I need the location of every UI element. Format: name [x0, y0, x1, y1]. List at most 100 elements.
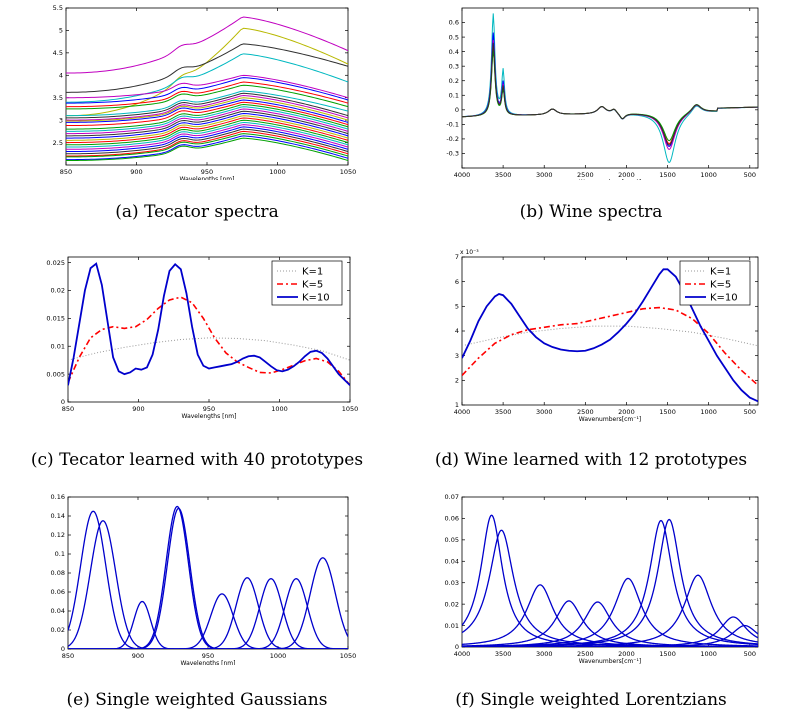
legend: K=1 K=5 K=10 [271, 260, 343, 306]
x-axis-label: Wavenumbers[cm⁻¹] [579, 658, 641, 665]
x-tick-label: 3000 [536, 408, 553, 416]
chart-wine-spectra: 4000 3500 3000 2500 2000 1500 1000 500 -0.3 -0.2 -… [446, 7, 759, 186]
spectrum-line [66, 90, 348, 117]
spectrum-line [66, 27, 348, 117]
x-tick-label: 4000 [454, 408, 471, 416]
x-tick-label: 1500 [659, 650, 676, 658]
spectrum-line [66, 121, 348, 148]
legend-label: K=10 [302, 293, 330, 304]
y-tick-label: 3 [59, 116, 63, 124]
component-curve [68, 578, 348, 649]
spectrum-line [66, 95, 348, 121]
y-tick-label: 0.02 [445, 600, 459, 608]
x-tick-label: 2000 [618, 650, 635, 658]
plot-frame [67, 496, 349, 650]
legend-label: K=5 [302, 280, 323, 291]
y-tick-label: 0.06 [51, 588, 65, 596]
y-tick-label: 0.015 [46, 315, 65, 323]
y-tick-label: 0.12 [51, 531, 65, 539]
spectrum-line [66, 43, 348, 93]
y-tick-label: 7 [455, 253, 459, 261]
y-tick-label: 0 [455, 106, 459, 114]
y-tick-label: 0.04 [51, 607, 65, 615]
y-tick-label: 0.1 [449, 91, 459, 99]
y-tick-label: 0.08 [51, 569, 65, 577]
spectrum-line [66, 112, 348, 139]
y-tick-label: 0 [61, 645, 65, 653]
y-tick-label: 0.07 [445, 493, 459, 501]
series-k10 [68, 262, 350, 386]
y-tick-label: 0.005 [46, 370, 65, 378]
spectrum-line [66, 126, 348, 153]
y-tick-label: 0.03 [445, 579, 459, 587]
spectrum-line [66, 84, 348, 110]
y-tick-label: 0.025 [46, 259, 65, 267]
caption-c: (c) Tecator learned with 40 prototypes [30, 450, 364, 470]
legend: K=1 K=5 K=10 [679, 260, 751, 306]
y-tick-label: 5.5 [53, 4, 63, 12]
legend-label: K=5 [710, 280, 731, 291]
x-tick-label: 3500 [495, 408, 512, 416]
y-tick-label: -0.3 [446, 150, 459, 158]
spectrum-line [66, 106, 348, 132]
component-curve [68, 593, 348, 649]
component-curve [462, 624, 758, 647]
panel-b: 4000 3500 3000 2500 2000 1500 1000 500 -0.3 -0.2 -… [394, 0, 788, 230]
component-curve [68, 557, 348, 649]
plot-area [462, 268, 758, 403]
x-axis-label: Wavelengths [nm] [180, 176, 235, 180]
panel-c: 850 900 950 1000 1050 0 0.005 0.01 0.015 0.02 0.02… [0, 245, 394, 485]
x-tick-label: 500 [744, 650, 756, 658]
x-tick-label: 1000 [700, 650, 717, 658]
y-tick-label: 6 [455, 278, 459, 286]
y-tick-label: 0.5 [449, 33, 459, 41]
y-tick-label: 3.5 [53, 94, 63, 102]
y-tick-label: 4 [455, 327, 459, 335]
spectrum-line [66, 115, 348, 141]
plot-area [68, 505, 348, 649]
y-tick-label: -0.1 [446, 121, 459, 129]
x-tick-label: 1050 [340, 652, 357, 660]
y-tick-label: 0.02 [51, 626, 65, 634]
spectrum-line [66, 81, 348, 108]
x-tick-label: 3000 [536, 171, 553, 179]
x-tick-label: 900 [132, 405, 144, 413]
caption-a: (a) Tecator spectra [115, 202, 279, 222]
x-tick-label: 3500 [495, 650, 512, 658]
component-curve [68, 507, 348, 649]
x-tick-label: 1050 [342, 405, 359, 413]
chart-gaussians: 850 900 950 1000 1050 0 0.02 0.04 0.06 0.08 0.1 0.1… [51, 493, 357, 667]
spectrum-line [66, 137, 348, 162]
spectrum-line [66, 128, 348, 155]
x-tick-label: 4000 [454, 650, 471, 658]
spectrum-line [66, 16, 348, 74]
x-tick-label: 1000 [700, 408, 717, 416]
x-axis-label: Wavenumbers[cm⁻¹] [579, 416, 641, 423]
x-tick-label: 1500 [659, 171, 676, 179]
caption-d: (d) Wine learned with 12 prototypes [434, 450, 748, 470]
x-tick-label: 950 [203, 405, 215, 413]
x-tick-label: 850 [60, 168, 72, 176]
component-curve [68, 520, 348, 649]
plot-area [66, 16, 348, 162]
plot-area [462, 514, 758, 647]
y-tick-label: 0.02 [51, 287, 65, 295]
spectrum-line [66, 53, 348, 103]
caption-e: (e) Single weighted Gaussians [66, 690, 328, 710]
y-tick-label: 0.16 [51, 493, 65, 501]
panel-d: 4000 3500 3000 2500 2000 1500 1000 500 1 2 3 4 5 6 7 Wa… [394, 245, 788, 485]
legend-label: K=1 [302, 267, 323, 278]
y-tick-label: 1 [455, 401, 459, 409]
chart-tecator-spectra: 850 900 950 1000 1050 2.5 3 3.5 4 4.5 5 5.5 Waveleng… [53, 4, 357, 183]
spectrum-line [66, 133, 348, 158]
spectrum-line [66, 103, 348, 130]
y-exponent-label: x 10⁻³ [460, 249, 479, 256]
legend-label: K=10 [710, 293, 738, 304]
spectrum-line [66, 97, 348, 122]
y-tick-label: 0.6 [449, 19, 459, 27]
spectrum-line [66, 77, 348, 104]
x-axis-label: Wavelengths [nm] [182, 413, 237, 420]
x-tick-label: 950 [202, 652, 214, 660]
y-tick-label: 0 [61, 398, 65, 406]
component-curve [68, 578, 348, 649]
